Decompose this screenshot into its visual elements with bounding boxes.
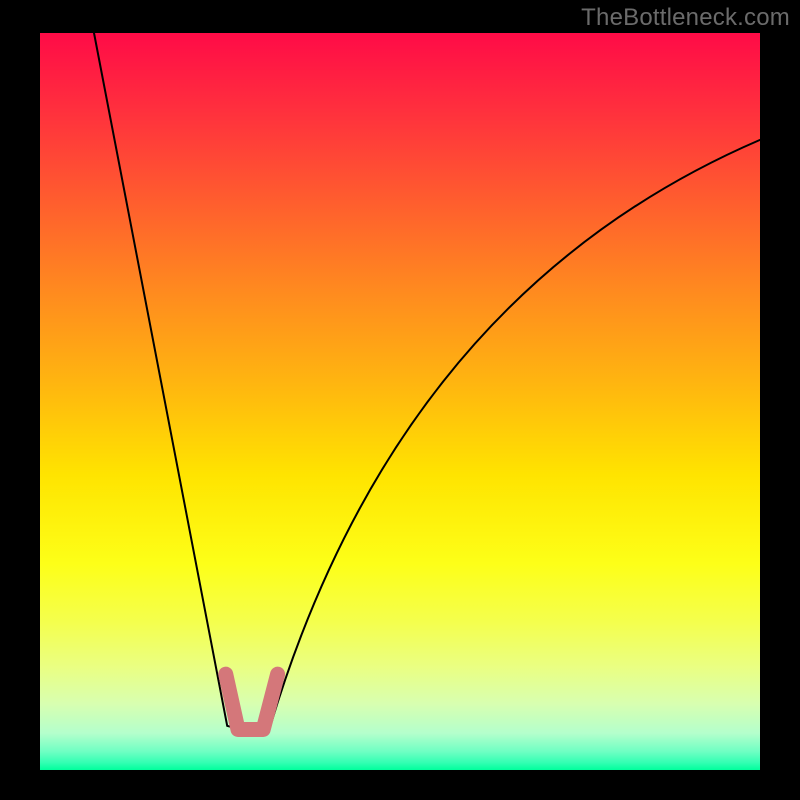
plot-gradient-background bbox=[40, 33, 760, 770]
chart-container: TheBottleneck.com bbox=[0, 0, 800, 800]
frame-right bbox=[760, 0, 800, 800]
frame-bottom bbox=[0, 770, 800, 800]
watermark-text: TheBottleneck.com bbox=[581, 4, 790, 32]
frame-left bbox=[0, 0, 40, 800]
bottleneck-chart bbox=[0, 0, 800, 800]
